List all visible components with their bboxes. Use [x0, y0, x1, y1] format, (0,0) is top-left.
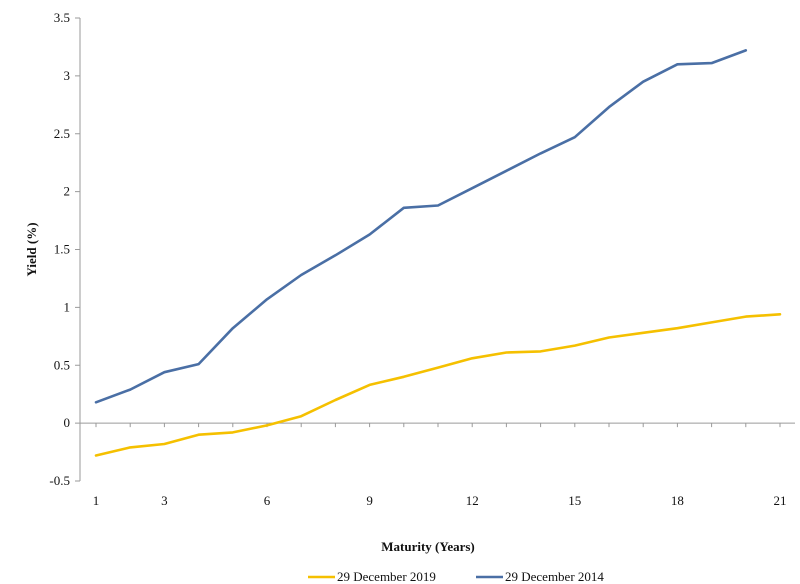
legend-label: 29 December 2014 — [505, 569, 604, 584]
y-tick-label: 1 — [64, 299, 71, 314]
legend: 29 December 2019 29 December 2014 — [308, 569, 604, 584]
y-tick-label: 3 — [64, 68, 71, 83]
y-tick-label: 0.5 — [54, 357, 70, 372]
x-tick-label: 9 — [366, 493, 373, 508]
x-tick-label: 6 — [264, 493, 271, 508]
x-tick-label: 15 — [568, 493, 581, 508]
series-line-2014 — [94, 49, 748, 404]
y-axis-title: Yield (%) — [24, 222, 39, 276]
x-axis-title: Maturity (Years) — [381, 539, 475, 554]
x-tick-label: 1 — [93, 493, 100, 508]
legend-label: 29 December 2019 — [337, 569, 436, 584]
axes: -0.5 0 0.5 1 1.5 2 2.5 3 3.5 1 3 6 9 12 15 18 21 — [49, 10, 795, 508]
x-tick-label: 3 — [161, 493, 168, 508]
y-tick-label: 1.5 — [54, 242, 70, 257]
y-tick-label: 2 — [64, 184, 71, 199]
series-layer — [94, 49, 782, 457]
x-tick-label: 18 — [671, 493, 684, 508]
x-tick-label: 21 — [774, 493, 787, 508]
y-tick-label: 0 — [64, 415, 71, 430]
y-tick-label: -0.5 — [49, 473, 70, 488]
x-tick-label: 12 — [466, 493, 479, 508]
y-tick-label: 2.5 — [54, 126, 70, 141]
series-line-2019 — [94, 312, 782, 457]
y-tick-label: 3.5 — [54, 10, 70, 25]
